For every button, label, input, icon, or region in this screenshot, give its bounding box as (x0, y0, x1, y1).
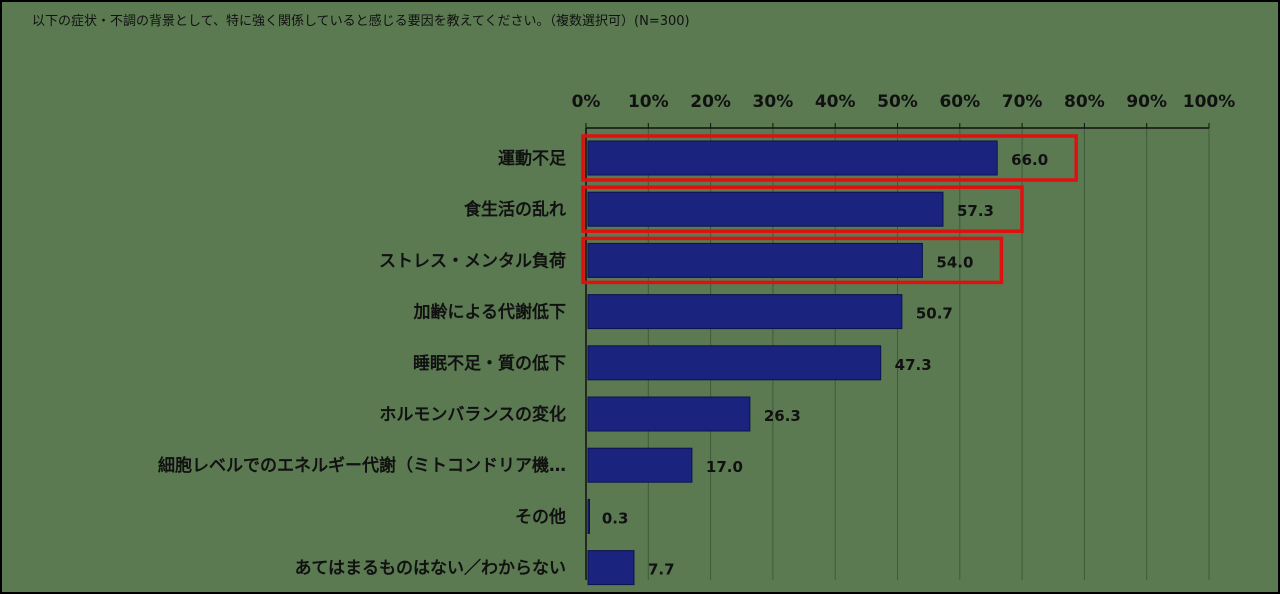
value-label: 47.3 (895, 356, 932, 374)
value-label: 50.7 (916, 305, 953, 323)
highlight-box (581, 185, 1024, 233)
category-label: 運動不足 (498, 148, 566, 169)
value-label: 26.3 (764, 407, 801, 425)
category-label: 細胞レベルでのエネルギー代謝（ミトコンドリア機… (158, 455, 566, 476)
highlight-box (581, 134, 1078, 182)
value-label: 0.3 (602, 509, 629, 527)
x-axis-ticks: 0% 10% 20% 30% 40% 50% 60% 70% 80% 90% 100% (572, 92, 1236, 580)
category-label: 睡眠不足・質の低下 (413, 353, 566, 374)
bar (587, 345, 882, 381)
value-labels: 66.0 57.3 54.0 50.7 47.3 26.3 17.0 0.3 7.7 (602, 151, 1048, 579)
bar (587, 294, 903, 330)
highlight-box (581, 236, 1004, 285)
category-label: ストレス・メンタル負荷 (379, 250, 566, 271)
bar (587, 140, 998, 176)
value-label: 7.7 (648, 561, 675, 579)
x-tick-label: 40% (815, 92, 856, 112)
value-label: 66.0 (1011, 151, 1048, 169)
x-tick-label: 100% (1183, 92, 1236, 112)
bar (587, 498, 590, 534)
bar (587, 447, 693, 483)
category-label: 食生活の乱れ (464, 199, 566, 220)
category-label: ホルモンバランスの変化 (379, 404, 566, 425)
category-label: 加齢による代謝低下 (413, 302, 567, 323)
x-tick-label: 50% (877, 92, 918, 112)
x-tick-label: 70% (1002, 92, 1043, 112)
x-tick-label: 60% (939, 92, 980, 112)
highlight-boxes (581, 134, 1078, 285)
value-label: 54.0 (936, 253, 973, 271)
chart-title: 以下の症状・不調の背景として、特に強く関係していると感じる要因を教えてください。… (32, 14, 690, 29)
x-tick-label: 80% (1064, 92, 1105, 112)
x-tick-label: 90% (1126, 92, 1167, 112)
category-label: その他 (515, 506, 566, 527)
bar (587, 191, 944, 227)
bar (587, 550, 635, 586)
x-tick-label: 20% (690, 92, 731, 112)
bar (587, 242, 923, 278)
bar (587, 396, 751, 432)
category-labels: 運動不足食生活の乱れストレス・メンタル負荷加齢による代謝低下睡眠不足・質の低下ホ… (158, 148, 566, 579)
category-label: あてはまるものはない／わからない (295, 558, 566, 579)
x-tick-label: 10% (628, 92, 669, 112)
bars (587, 140, 998, 586)
value-label: 17.0 (706, 458, 743, 476)
x-tick-label: 0% (572, 92, 601, 112)
x-tick-label: 30% (753, 92, 794, 112)
value-label: 57.3 (957, 202, 994, 220)
